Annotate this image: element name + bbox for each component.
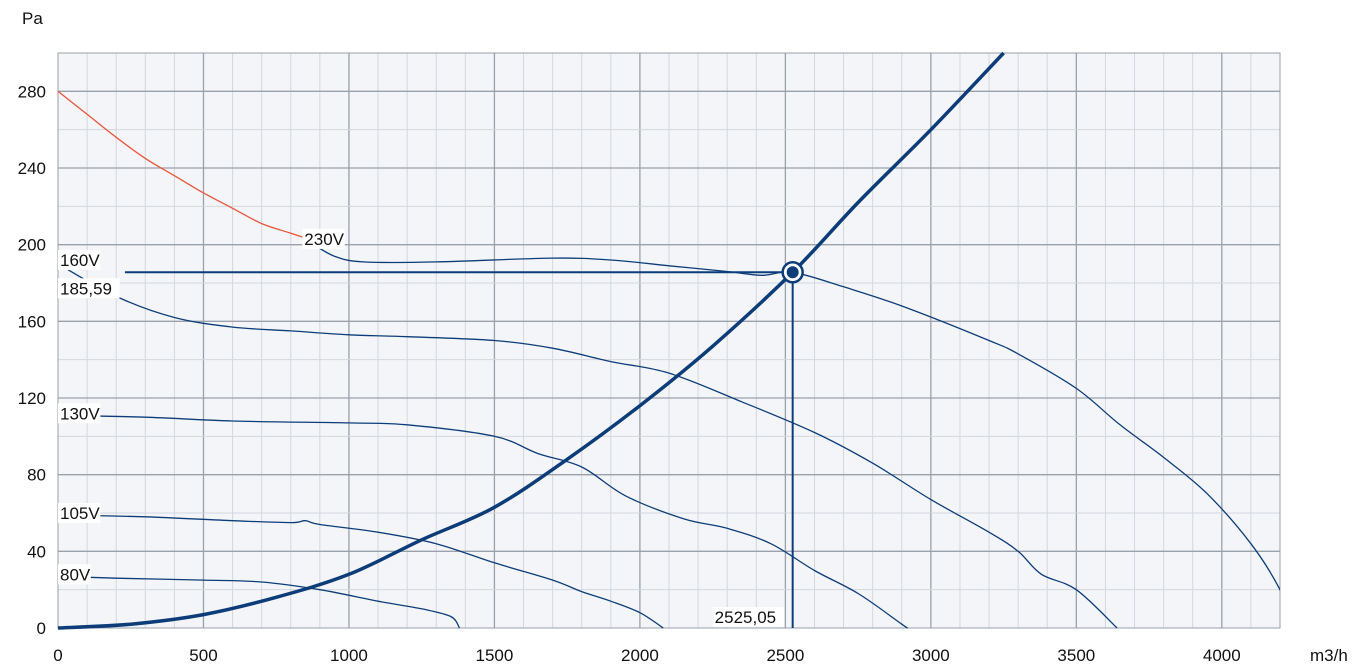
voltage-label-130v-text: 130V [60, 404, 100, 423]
curve-160v-2 [58, 263, 1118, 629]
y-tick-label: 80 [27, 466, 46, 485]
y-tick-label: 160 [18, 312, 46, 331]
x-tick-label: 2000 [621, 646, 659, 665]
voltage-label-130v: 130V [58, 403, 101, 424]
operating-point-dot [786, 266, 799, 279]
operating-point-y-label-text: 185,59 [60, 279, 112, 298]
x-tick-label: 0 [53, 646, 62, 665]
voltage-label-160v-text: 160V [60, 251, 100, 270]
x-tick-label: 3500 [1057, 646, 1095, 665]
system-curve [58, 51, 1005, 630]
voltage-label-130v-bg [58, 403, 101, 424]
y-tick-label: 0 [37, 619, 46, 638]
voltage-label-80v-text: 80V [60, 565, 91, 584]
operating-point-x-label-bg [712, 607, 784, 627]
curve-230v-0 [58, 90, 315, 242]
series-group [58, 51, 1280, 630]
voltage-label-160v: 160V [58, 250, 101, 270]
x-tick-label: 1500 [476, 646, 514, 665]
curve-230v-1 [313, 244, 1280, 592]
x-tick-label: 3000 [912, 646, 950, 665]
y-axis: 0 40 80 120 160 200 240 280 [18, 82, 46, 638]
x-unit-label: m3/h [1310, 646, 1348, 665]
y-tick-label: 280 [18, 82, 46, 101]
curve-105v-4 [58, 514, 664, 629]
y-unit-label: Pa [22, 9, 43, 28]
voltage-label-80v-bg [58, 564, 91, 585]
x-tick-label: 500 [189, 646, 217, 665]
voltage-label-105v-text: 105V [60, 504, 100, 523]
plot-border [57, 52, 1281, 629]
x-tick-label: 2500 [766, 646, 804, 665]
operating-point-y-label: 185,59 [58, 278, 120, 299]
operating-point-x-label-text: 2525,05 [715, 608, 776, 627]
voltage-label-160v-bg [58, 250, 101, 270]
y-tick-label: 120 [18, 389, 46, 408]
operating-point-x-label: 2525,05 [712, 607, 784, 627]
y-tick-label: 40 [27, 542, 46, 561]
voltage-label-230v-text: 230V [304, 230, 344, 249]
curve-130v-3 [58, 414, 909, 629]
x-tick-label: 4000 [1203, 646, 1241, 665]
y-tick-label: 200 [18, 236, 46, 255]
voltage-label-230v-bg [302, 228, 345, 249]
y-tick-label: 240 [18, 159, 46, 178]
x-axis: 0 500 1000 1500 2000 2500 3000 3500 4000 [53, 646, 1240, 665]
voltage-label-105v: 105V [58, 503, 101, 523]
voltage-label-80v: 80V [58, 564, 91, 585]
voltage-label-230v: 230V [302, 228, 345, 249]
operating-point-y-label-bg [58, 278, 120, 299]
curve-80v-5 [58, 575, 461, 629]
x-tick-label: 1000 [330, 646, 368, 665]
voltage-label-105v-bg [58, 503, 101, 523]
